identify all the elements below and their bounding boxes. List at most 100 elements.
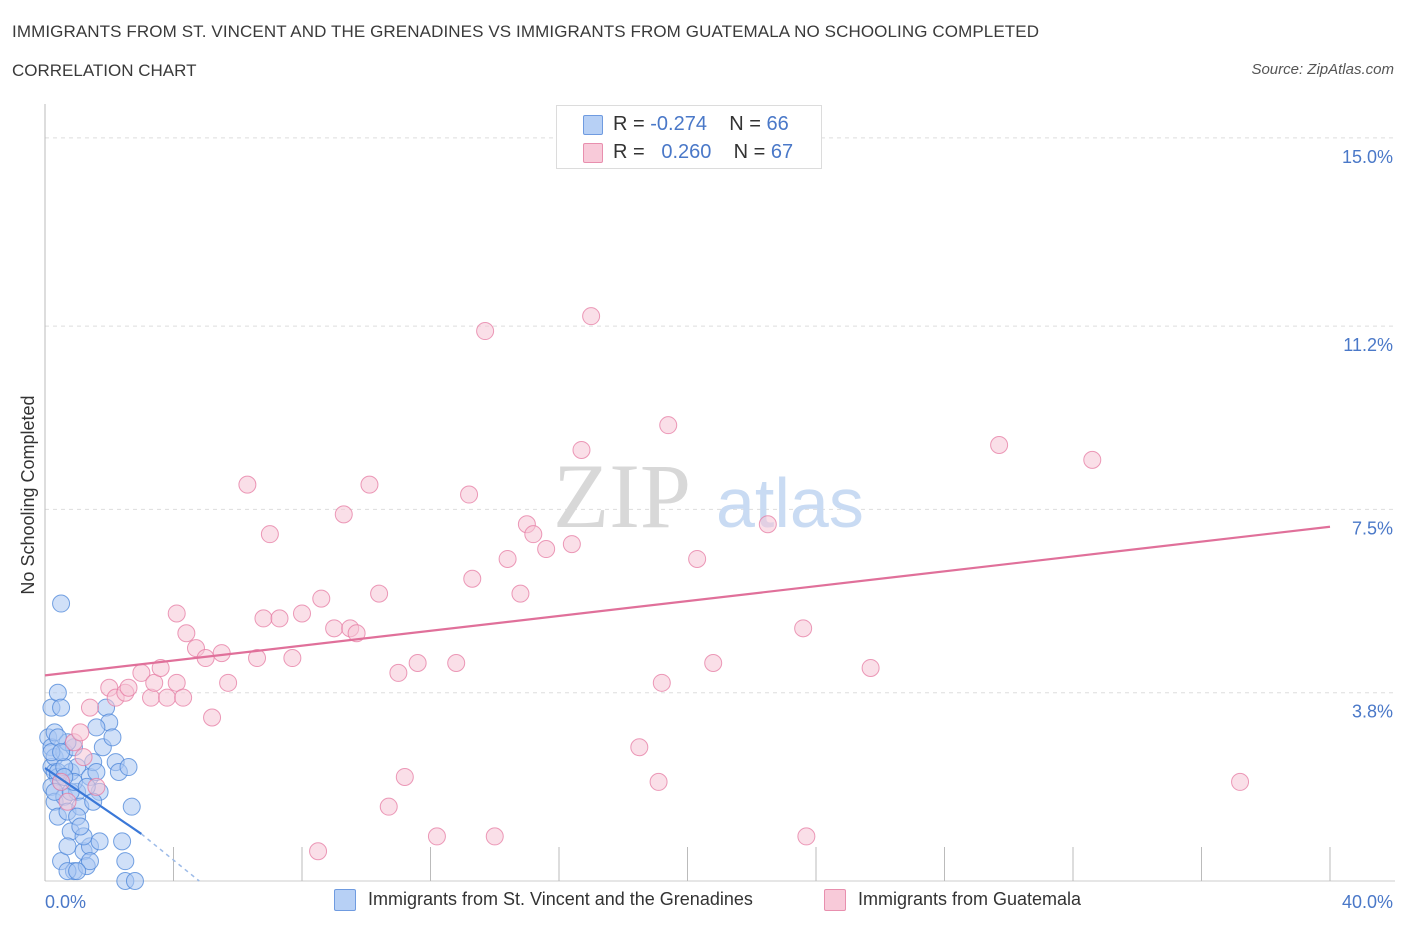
y-tick-label-3: 15.0% [1342,147,1393,167]
point-s1-34 [325,619,344,638]
legend-row-guatemala: R = 0.260 N = 67 [583,141,793,165]
point-s0-43 [113,832,132,851]
bottom-legend-label-vincent: Immigrants from St. Vincent and the Gren… [368,889,753,909]
data-points [39,307,1250,890]
point-s1-31 [293,604,311,623]
point-s0-13 [52,698,71,717]
point-s1-46 [460,485,479,504]
x-tick-label-1: 40.0% [1342,892,1393,912]
point-s1-14 [151,658,170,677]
bottom-legend-guatemala: Immigrants from Guatemala [824,889,1082,912]
point-s1-13 [145,673,164,692]
point-s1-17 [167,604,186,623]
point-s1-12 [142,688,161,707]
point-s0-61 [48,728,67,747]
y-axis-label: No Schooling Completed [18,395,38,594]
point-s1-25 [238,475,257,494]
point-s0-46 [122,797,141,816]
point-s1-54 [537,540,556,559]
point-s1-22 [203,708,222,727]
point-s1-45 [447,654,466,672]
point-s1-18 [174,688,193,707]
point-s0-44 [116,852,135,871]
point-s1-19 [177,624,196,643]
point-s1-3 [71,723,90,742]
legend-n-value-1: 66 [766,113,789,135]
point-s1-6 [87,777,106,796]
point-s1-70 [1231,772,1250,791]
point-s1-0 [52,772,71,791]
point-s1-60 [652,673,671,692]
point-s1-65 [794,619,813,638]
point-s1-26 [248,649,267,668]
bottom-legend-label-guatemala: Immigrants from Guatemala [858,889,1082,909]
point-s1-62 [688,549,707,568]
point-s1-48 [476,322,495,341]
trend-line-vincent [44,767,142,835]
point-s0-19 [58,837,77,856]
x-tick-label-0: 0.0% [45,892,86,912]
legend-swatch-pink [583,142,603,163]
point-s1-15 [158,688,177,707]
point-s1-41 [389,663,408,682]
point-s1-38 [360,475,379,494]
point-s0-40 [103,728,122,747]
point-s0-12 [48,683,67,702]
point-s0-48 [125,872,144,890]
point-s1-37 [347,624,366,643]
point-s1-5 [80,698,99,717]
point-s0-45 [119,758,138,777]
point-s1-64 [758,515,777,534]
tick-labels: 3.8% 7.5% 11.2% 15.0% 0.0% 40.0% [45,147,1393,912]
point-s1-1 [58,792,77,811]
point-s1-53 [524,525,543,544]
point-s1-50 [498,549,517,568]
point-s1-39 [370,584,389,603]
point-s1-66 [797,827,816,846]
legend-r-label-1: R = [613,113,645,135]
point-s1-61 [659,416,678,435]
point-s1-16 [167,673,186,692]
point-s1-4 [74,748,93,767]
chart-subtitle: CORRELATION CHART [12,61,197,80]
trend-line-guatemala [44,525,1331,677]
point-s0-65 [68,862,87,881]
point-s1-40 [379,797,398,816]
point-s1-59 [649,772,668,791]
point-s1-58 [630,738,649,757]
grid-lines [45,137,1395,694]
point-s0-59 [90,832,109,851]
point-s0-62 [52,743,71,762]
point-s0-38 [87,718,106,737]
point-s1-27 [254,609,273,628]
point-s0-39 [80,852,99,871]
point-s1-47 [463,569,482,588]
watermark-atlas: atlas [716,464,864,542]
point-s1-32 [309,842,328,861]
watermark-zip: ZIP [553,445,691,547]
legend-n-label-2: N = [733,141,766,163]
trend-line-vincent-extension [140,833,200,882]
point-s1-10 [119,678,138,697]
point-s1-69 [1083,450,1102,469]
legend-n-label-1: N = [729,113,761,135]
trend-lines [44,525,1331,882]
point-s0-56 [71,817,90,836]
point-s1-33 [312,589,331,608]
point-s1-35 [334,505,353,524]
point-s1-67 [861,658,880,677]
y-tick-label-2: 11.2% [1343,335,1393,355]
point-s0-21 [52,594,71,613]
bottom-legend-vincent: Immigrants from St. Vincent and the Gren… [334,889,753,912]
y-tick-label-0: 3.8% [1352,702,1393,722]
source-label: Source: ZipAtlas.com [1251,61,1394,78]
correlation-legend: R = -0.274 N = 66 R = 0.260 N = 67 [556,105,822,169]
bottom-legend-swatch-blue [334,889,356,912]
point-s1-23 [212,644,231,663]
legend-swatch-blue [583,114,603,135]
legend-n-value-2: 67 [770,141,794,163]
legend-row-vincent: R = -0.274 N = 66 [583,113,789,137]
point-s1-28 [260,525,279,544]
chart-title: IMMIGRANTS FROM ST. VINCENT AND THE GREN… [12,22,1040,41]
